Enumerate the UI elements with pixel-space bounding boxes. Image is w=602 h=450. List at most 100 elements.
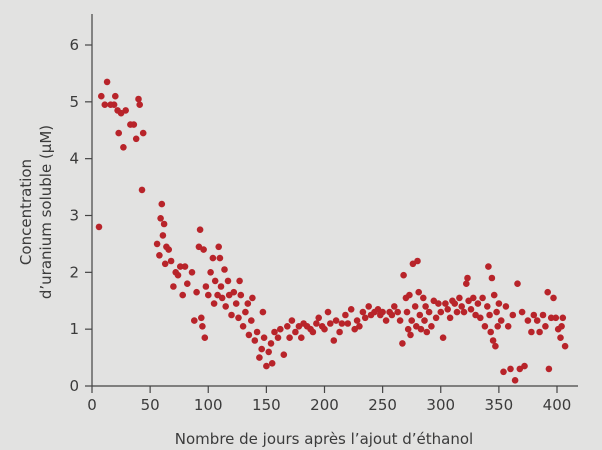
data-point: [432, 314, 440, 322]
data-point: [547, 314, 555, 322]
data-point: [488, 274, 496, 282]
data-point: [242, 308, 249, 316]
data-point: [222, 303, 229, 310]
data-point: [167, 257, 175, 265]
data-point: [209, 254, 217, 262]
x-axis-title: Nombre de jours après l’ajout d’éthanol: [175, 430, 473, 448]
data-point: [550, 294, 557, 302]
data-point: [474, 300, 482, 307]
data-point: [248, 317, 255, 324]
data-point: [245, 331, 253, 339]
data-point: [359, 308, 367, 316]
data-point: [428, 323, 435, 330]
data-point: [417, 325, 425, 333]
data-point: [210, 300, 218, 307]
data-point: [239, 323, 247, 330]
data-point: [230, 288, 238, 296]
x-tick-label: 150: [252, 396, 281, 414]
y-tick-label: 3: [69, 207, 79, 225]
data-point: [324, 308, 332, 316]
data-point: [211, 277, 219, 285]
data-point: [221, 266, 228, 273]
data-point: [277, 325, 284, 333]
data-point: [201, 334, 209, 342]
data-point: [509, 311, 517, 319]
data-point: [170, 283, 177, 290]
data-point: [165, 246, 172, 253]
data-point: [470, 294, 477, 302]
y-tick-label: 1: [69, 320, 79, 338]
data-point: [101, 101, 109, 108]
data-point: [309, 328, 317, 336]
data-point: [286, 334, 293, 342]
data-point: [158, 200, 166, 208]
data-point: [160, 220, 168, 228]
data-point: [411, 303, 419, 310]
data-point: [414, 257, 421, 265]
data-point: [253, 328, 261, 336]
x-tick-label: 50: [141, 396, 160, 414]
x-tick-label: 200: [310, 396, 339, 414]
data-point: [561, 342, 569, 350]
data-point: [236, 277, 243, 285]
data-point: [420, 294, 427, 302]
data-point: [263, 362, 270, 370]
data-point: [451, 300, 459, 307]
data-point: [103, 78, 111, 86]
data-point: [207, 269, 214, 276]
data-point: [336, 328, 343, 336]
x-tick-label: 400: [543, 396, 572, 414]
data-point: [421, 317, 428, 324]
data-point: [174, 271, 182, 279]
data-point: [495, 300, 503, 307]
y-tick-label: 0: [69, 377, 79, 395]
data-point: [267, 340, 275, 347]
x-tick-label: 300: [426, 396, 455, 414]
data-point: [353, 317, 361, 324]
data-point: [361, 314, 369, 322]
data-point: [268, 360, 276, 367]
data-point: [477, 314, 484, 322]
data-point: [138, 186, 146, 194]
data-point: [235, 314, 242, 322]
y-axis-title-line2: d’uranium soluble (µM): [37, 125, 55, 299]
data-point: [122, 107, 129, 114]
data-point: [256, 354, 263, 361]
data-point: [502, 303, 510, 310]
x-tick-label: 250: [368, 396, 397, 414]
data-point: [217, 283, 225, 290]
data-point: [98, 92, 105, 100]
data-point: [518, 308, 526, 316]
data-point: [112, 92, 119, 100]
data-point: [110, 101, 118, 108]
data-point: [338, 320, 346, 327]
data-point: [490, 291, 498, 299]
data-point: [479, 294, 486, 302]
data-point: [497, 317, 505, 324]
data-point: [188, 269, 196, 276]
x-tick-label: 100: [194, 396, 223, 414]
y-tick-label: 2: [69, 263, 79, 281]
data-point: [120, 144, 127, 151]
data-point: [530, 311, 538, 319]
data-point: [198, 314, 205, 322]
data-point: [95, 223, 103, 231]
data-point: [205, 291, 212, 299]
data-point: [542, 323, 549, 330]
data-point: [494, 323, 502, 330]
data-point: [464, 274, 471, 282]
data-point: [356, 323, 363, 330]
data-point: [136, 101, 143, 108]
data-point: [292, 328, 299, 336]
data-point: [191, 317, 198, 324]
data-point: [511, 377, 519, 384]
data-point: [177, 263, 184, 270]
data-point: [403, 308, 411, 316]
data-point: [504, 323, 512, 330]
data-point: [460, 308, 468, 316]
data-point: [404, 325, 412, 333]
data-point: [446, 314, 454, 322]
data-point: [280, 351, 288, 359]
